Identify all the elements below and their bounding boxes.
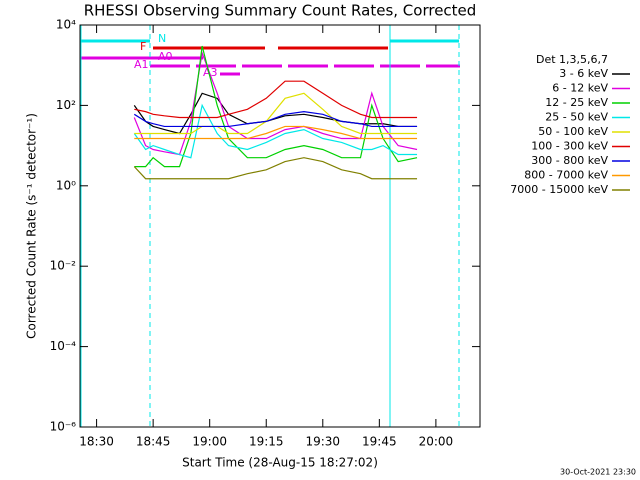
legend-title: Det 1,3,5,6,7 — [536, 53, 608, 66]
x-tick-label: 20:00 — [419, 435, 454, 449]
plot-frame — [79, 24, 481, 428]
legend-label: 800 - 7000 keV — [524, 169, 608, 182]
legend-label: 6 - 12 keV — [552, 82, 608, 95]
y-axis-label: Corrected Count Rate (s⁻¹ detector⁻¹) — [25, 113, 39, 339]
legend-label: 300 - 800 keV — [531, 154, 608, 167]
series-line — [134, 80, 418, 119]
flags: N F A0 A1 A3 — [80, 32, 460, 79]
y-tick-label: 10⁻⁶ — [50, 420, 77, 434]
flag-label: N — [158, 32, 166, 45]
legend-label: 25 - 50 keV — [545, 111, 608, 124]
x-tick-label: 18:30 — [79, 435, 114, 449]
saa-lines — [80, 25, 460, 427]
chart-title: RHESSI Observing Summary Count Rates, Co… — [84, 2, 477, 20]
series-line — [133, 111, 418, 128]
footer: 30-Oct-2021 23:30 — [560, 468, 636, 477]
legend-label: 3 - 6 keV — [559, 67, 608, 80]
flag-label: A1 — [134, 58, 149, 71]
y-tick-label: 10² — [56, 98, 76, 112]
y-tick-label: 10⁴ — [56, 18, 76, 32]
x-tick-label: 19:00 — [192, 435, 227, 449]
series-line — [133, 103, 418, 159]
y-tick-label: 10⁻⁴ — [50, 339, 77, 353]
series-line — [133, 157, 418, 180]
legend-label: 50 - 100 keV — [538, 125, 608, 138]
flag-label: F — [140, 40, 146, 53]
y-tick-label: 10⁰ — [56, 178, 76, 192]
flag-label: A0 — [158, 50, 173, 63]
legend-label: 7000 - 15000 keV — [510, 183, 608, 196]
x-tick-label: 19:15 — [249, 435, 284, 449]
flag-label: A3 — [203, 66, 218, 79]
x-axis-label: Start Time (28-Aug-15 18:27:02) — [182, 456, 378, 470]
legend-label: 100 - 300 keV — [531, 140, 608, 153]
x-tick-label: 19:30 — [305, 435, 340, 449]
legend-label: 12 - 25 keV — [545, 96, 608, 109]
series-line — [134, 125, 418, 140]
series-line — [134, 92, 418, 135]
series-line — [134, 45, 418, 168]
y-tick-label: 10⁻² — [50, 259, 77, 273]
x-tick-label: 18:45 — [136, 435, 171, 449]
x-tick-label: 19:45 — [362, 435, 397, 449]
series-line — [133, 50, 418, 156]
